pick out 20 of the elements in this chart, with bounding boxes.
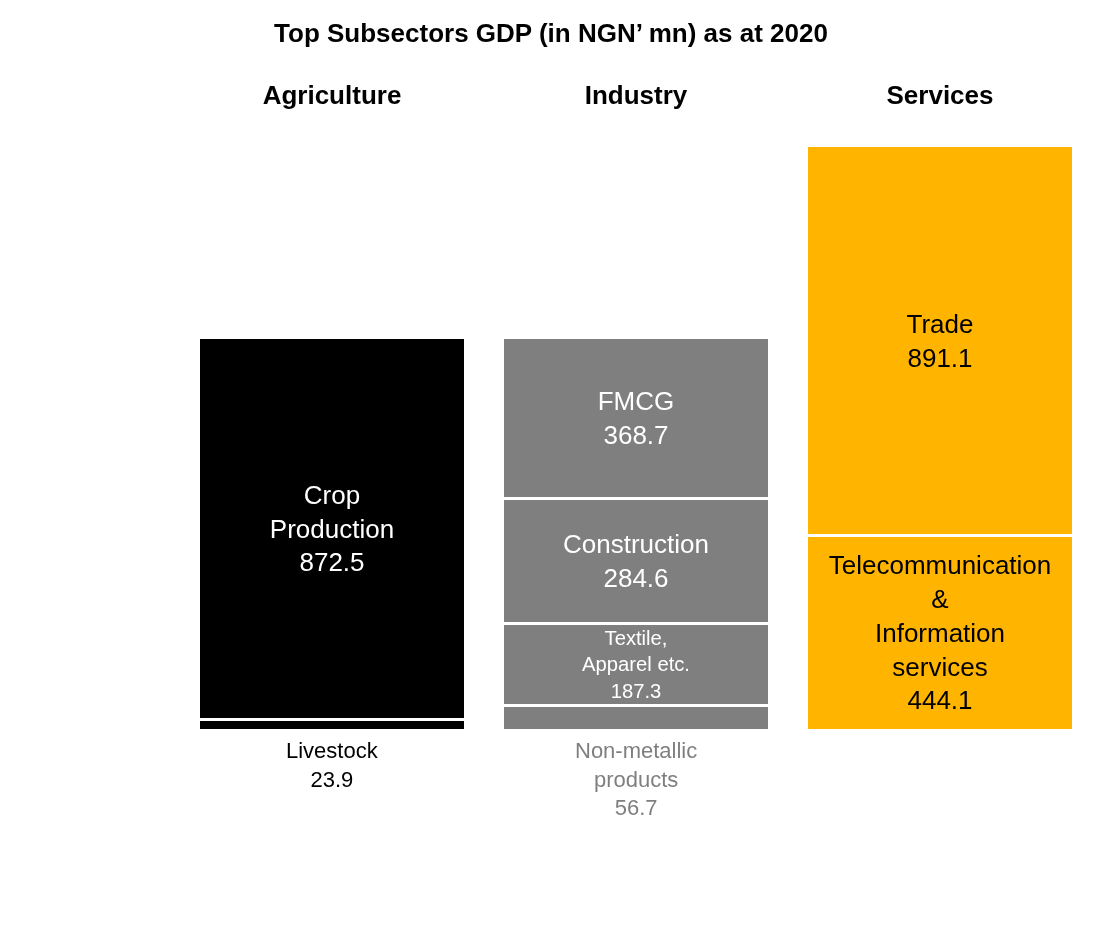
x-tick-label: Agriculture bbox=[262, 79, 402, 110]
data-label: 872.5 bbox=[299, 547, 365, 578]
data-label: 368.7 bbox=[603, 419, 669, 450]
series-label: Livestock bbox=[286, 738, 379, 763]
series-label: FMCG bbox=[597, 386, 675, 417]
series-label: Trade bbox=[906, 308, 974, 339]
data-label: 56.7 bbox=[614, 795, 658, 821]
series-label: Textile, Apparel etc. bbox=[582, 626, 690, 676]
data-label: 444.1 bbox=[907, 685, 973, 716]
data-label: 891.1 bbox=[907, 342, 973, 373]
data-label: 284.6 bbox=[603, 562, 669, 593]
series-label: Non-metallic products bbox=[575, 738, 698, 792]
data-label: 23.9 bbox=[310, 766, 354, 792]
x-tick-label: Services bbox=[886, 79, 994, 110]
series-label: Construction bbox=[563, 529, 709, 560]
series-label: Crop Production bbox=[269, 479, 395, 544]
series-label: Telecommunication & Information services bbox=[828, 550, 1052, 682]
chart-title: Top Subsectors GDP (in NGN’ mn) as at 2020 bbox=[274, 17, 828, 48]
data-label: 187.3 bbox=[610, 679, 662, 702]
x-tick-label: Industry bbox=[584, 79, 688, 110]
